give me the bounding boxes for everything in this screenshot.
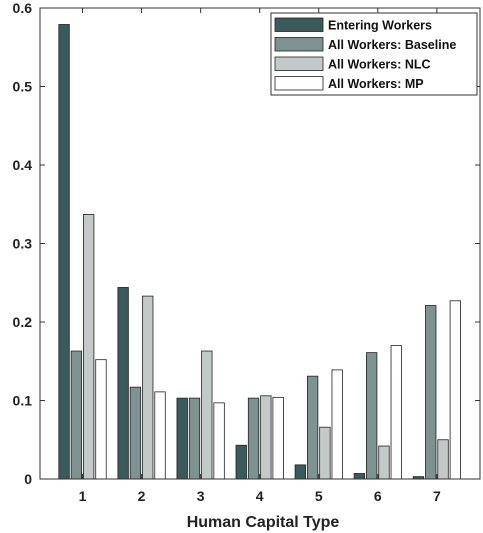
bar: [70, 350, 83, 480]
bar: [129, 386, 142, 480]
bar: [331, 369, 343, 480]
legend-swatch: [274, 17, 324, 32]
bar: [95, 359, 107, 480]
y-tick-label: 0.2: [13, 314, 33, 330]
legend-label: All Workers: Baseline: [328, 38, 456, 52]
legend: Entering Workers All Workers: Baseline All…: [270, 12, 478, 96]
legend-swatch: [274, 56, 324, 71]
y-tick-label: 0.4: [13, 157, 33, 173]
y-tick-label: 0.3: [13, 236, 33, 252]
x-tick-label: 5: [315, 488, 323, 504]
bar: [390, 345, 402, 480]
bar: [154, 391, 166, 480]
bar: [306, 375, 319, 480]
bar: [247, 397, 260, 480]
y-tick-label: 0.1: [13, 393, 33, 409]
x-tick-labels: 1 2 3 4 5 6 7: [79, 488, 441, 504]
x-tick-label: 7: [433, 488, 441, 504]
bar: [437, 439, 449, 480]
bar: [117, 287, 129, 480]
bar: [188, 397, 201, 480]
bar: [449, 300, 461, 480]
bar: [201, 350, 213, 480]
legend-label: All Workers: NLC: [328, 58, 431, 72]
bar: [425, 305, 437, 480]
bar: [319, 426, 331, 480]
bar: [366, 352, 378, 480]
y-tick-label: 0.5: [13, 79, 33, 95]
y-tick-label: 0: [24, 471, 32, 487]
axis-ticks: [40, 7, 480, 480]
bar: [213, 402, 225, 480]
bar: [176, 397, 188, 480]
y-tick-label: 0.6: [13, 0, 33, 16]
bar: [235, 444, 247, 480]
x-tick-label: 6: [374, 488, 382, 504]
x-tick-label: 3: [197, 488, 205, 504]
legend-swatch: [274, 76, 324, 91]
x-tick-label: 2: [138, 488, 146, 504]
legend-label: All Workers: MP: [328, 77, 424, 91]
x-axis-title: Human Capital Type: [187, 514, 340, 531]
y-tick-labels: 0 0.1 0.2 0.3 0.4 0.5 0.6: [13, 0, 33, 487]
bar: [260, 395, 272, 480]
bar: [83, 214, 95, 480]
bar: [378, 445, 390, 480]
bar: [272, 396, 284, 480]
bar: [294, 464, 306, 480]
bar: [58, 24, 70, 480]
bar: [142, 295, 154, 480]
x-tick-label: 4: [256, 488, 264, 504]
legend-swatch: [274, 37, 324, 52]
legend-label: Entering Workers: [328, 19, 432, 33]
bar: [353, 473, 366, 480]
bars: [58, 24, 461, 480]
x-tick-label: 1: [79, 488, 87, 504]
